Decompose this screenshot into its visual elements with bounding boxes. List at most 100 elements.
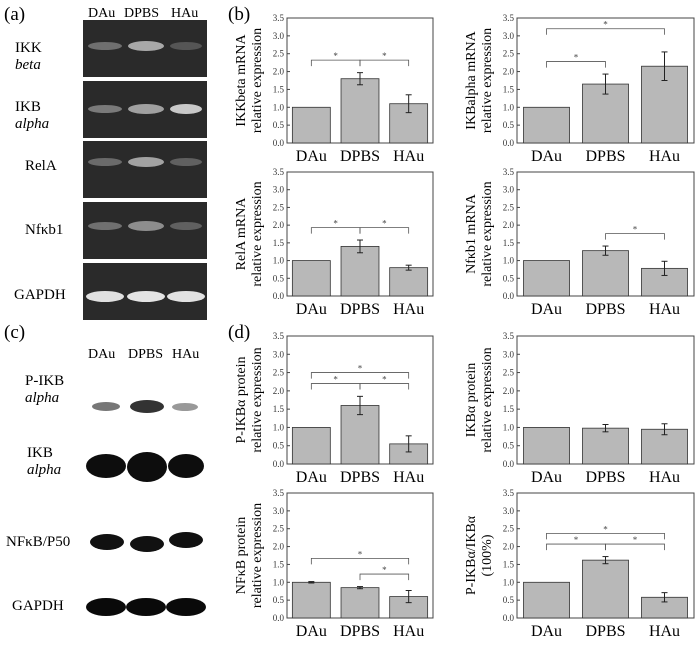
gel-a-lane-hau: HAu xyxy=(171,6,199,21)
gel-a-row-nfkb1-label: Nfκb1 xyxy=(25,222,64,238)
x-tick-label: HAu xyxy=(649,623,680,640)
y-tick-label: 3.0 xyxy=(503,506,515,516)
y-tick-label: 3.0 xyxy=(503,349,515,359)
significance-star: * xyxy=(358,364,363,374)
significance-star: * xyxy=(603,524,608,534)
y-tick-label: 3.5 xyxy=(273,13,285,23)
x-tick-label: HAu xyxy=(649,301,680,318)
significance-bracket xyxy=(546,61,606,68)
y-tick-label: 2.0 xyxy=(273,220,285,230)
blot-c-band xyxy=(172,403,198,411)
y-tick-label: 2.0 xyxy=(503,67,515,77)
gel-a-band xyxy=(127,291,165,302)
y-tick-label: 0.5 xyxy=(503,441,515,451)
significance-star: * xyxy=(333,51,338,61)
y-tick-label: 2.0 xyxy=(503,220,515,230)
x-tick-label: DAu xyxy=(296,623,327,640)
y-axis-label: RelA mRNA xyxy=(234,197,249,271)
y-tick-label: 2.5 xyxy=(273,524,285,534)
gel-a-band xyxy=(170,104,202,114)
y-axis-label: relative expression xyxy=(480,347,495,452)
x-tick-label: HAu xyxy=(649,148,680,165)
x-tick-label: HAu xyxy=(393,301,424,318)
significance-bracket xyxy=(359,573,410,581)
gel-a-band xyxy=(88,42,122,50)
gel-a-band xyxy=(170,222,202,230)
x-tick-label: DPBS xyxy=(340,469,380,486)
bar xyxy=(582,559,629,619)
y-tick-label: 0.5 xyxy=(273,273,285,283)
y-tick-label: 0.0 xyxy=(273,291,285,301)
significance-star: * xyxy=(603,20,608,30)
y-tick-label: 3.5 xyxy=(273,488,285,498)
significance-star: * xyxy=(382,219,387,229)
y-tick-label: 1.0 xyxy=(273,102,285,112)
y-axis-label: IKBalpha mRNA xyxy=(464,30,479,129)
significance-bracket xyxy=(546,28,665,35)
y-axis-label: P-IKBα protein xyxy=(234,356,249,443)
y-tick-label: 0.0 xyxy=(503,138,515,148)
y-tick-label: 0.5 xyxy=(503,120,515,130)
panel-label-a: (a) xyxy=(4,4,26,25)
y-axis-label: P-IKBα/IKBα xyxy=(464,515,479,595)
y-tick-label: 3.0 xyxy=(503,31,515,41)
y-tick-label: 2.0 xyxy=(273,386,285,396)
bar xyxy=(291,106,331,144)
significance-bracket xyxy=(359,383,410,390)
significance-bracket xyxy=(359,59,410,67)
significance-star: * xyxy=(382,375,387,385)
bar xyxy=(389,267,429,297)
x-tick-label: DPBS xyxy=(585,148,625,165)
y-tick-label: 0.5 xyxy=(273,120,285,130)
gel-a-lane-dpbs: DPBS xyxy=(124,6,160,21)
y-tick-label: 3.5 xyxy=(503,13,515,23)
y-tick-label: 3.0 xyxy=(273,349,285,359)
y-tick-label: 2.5 xyxy=(503,524,515,534)
y-tick-label: 1.0 xyxy=(503,102,515,112)
y-tick-label: 2.0 xyxy=(273,67,285,77)
significance-bracket xyxy=(605,543,665,551)
y-tick-label: 1.0 xyxy=(503,577,515,587)
gel-a-band xyxy=(128,221,164,231)
gel-a-band xyxy=(170,158,202,166)
x-tick-label: DAu xyxy=(531,469,562,486)
y-tick-label: 3.0 xyxy=(503,185,515,195)
y-tick-label: 2.5 xyxy=(273,49,285,59)
significance-star: * xyxy=(382,565,387,575)
significance-bracket xyxy=(359,227,410,234)
x-tick-label: DPBS xyxy=(585,469,625,486)
y-axis-label: Nfκb1 mRNA xyxy=(464,193,479,274)
bar xyxy=(291,260,331,297)
y-tick-label: 0.0 xyxy=(503,613,515,623)
significance-bracket xyxy=(605,233,665,240)
blot-c-band xyxy=(168,454,204,478)
gel-a-lane-dau: DAu xyxy=(88,6,116,21)
y-tick-label: 0.0 xyxy=(273,459,285,469)
bar xyxy=(340,78,380,144)
significance-star: * xyxy=(382,51,387,61)
y-axis-label: relative expression xyxy=(250,181,265,286)
blot-c-row-nfkb-label: NFκB/P50 xyxy=(6,534,71,550)
significance-star: * xyxy=(333,375,338,385)
y-tick-label: 3.5 xyxy=(503,331,515,341)
x-tick-label: DAu xyxy=(531,301,562,318)
y-tick-label: 2.0 xyxy=(273,542,285,552)
gel-a-band xyxy=(128,104,164,114)
x-tick-label: HAu xyxy=(393,623,424,640)
y-tick-label: 0.0 xyxy=(503,291,515,301)
y-tick-label: 3.5 xyxy=(273,167,285,177)
y-tick-label: 3.5 xyxy=(273,331,285,341)
y-tick-label: 1.5 xyxy=(273,404,285,414)
panel-label-c: (c) xyxy=(4,322,26,343)
bar xyxy=(291,427,331,465)
significance-star: * xyxy=(333,219,338,229)
x-tick-label: HAu xyxy=(393,148,424,165)
y-tick-label: 3.0 xyxy=(273,31,285,41)
blot-c-lane-hau: HAu xyxy=(172,347,200,362)
y-tick-label: 1.5 xyxy=(273,559,285,569)
bar xyxy=(291,581,331,619)
y-axis-label: relative expression xyxy=(250,503,265,608)
y-tick-label: 0.5 xyxy=(273,595,285,605)
y-axis-label: (100%) xyxy=(480,534,495,576)
